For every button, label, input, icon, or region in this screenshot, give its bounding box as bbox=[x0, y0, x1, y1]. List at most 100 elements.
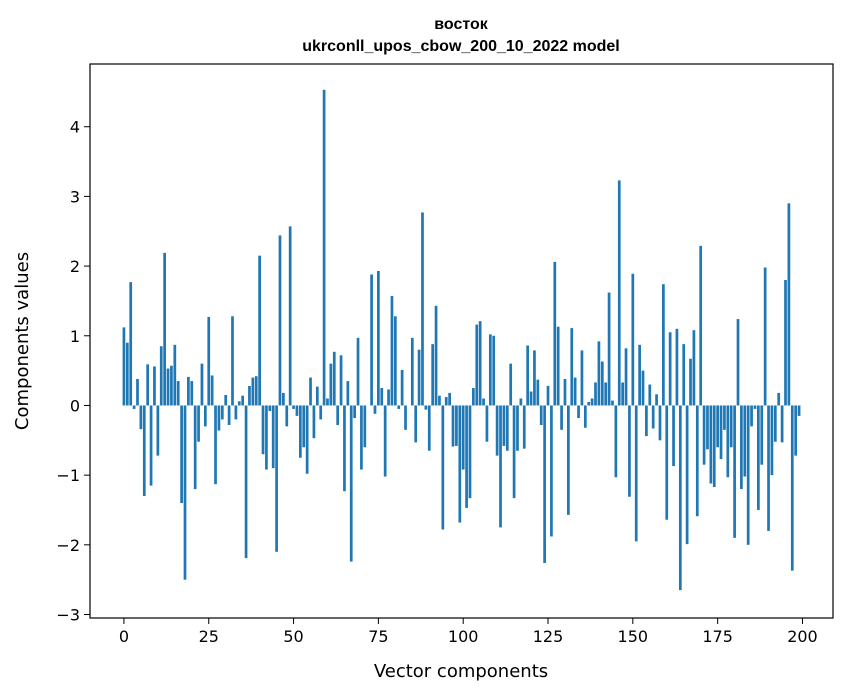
bar bbox=[417, 349, 421, 406]
bar bbox=[678, 405, 682, 591]
bar bbox=[617, 180, 621, 406]
bar bbox=[516, 405, 519, 451]
x-axis-label: Vector components bbox=[374, 661, 548, 682]
bar bbox=[695, 405, 699, 517]
bar bbox=[716, 405, 719, 448]
bar bbox=[231, 316, 234, 406]
x-tick-label: 100 bbox=[448, 627, 479, 646]
bar bbox=[563, 378, 567, 406]
bar bbox=[166, 368, 170, 406]
bar bbox=[339, 355, 343, 406]
y-tick-label: −3 bbox=[56, 606, 80, 625]
chart-subtitle: ukrconll_upos_cbow_200_10_2022 model bbox=[302, 38, 619, 55]
y-tick-label: 2 bbox=[70, 257, 80, 276]
bar bbox=[268, 405, 272, 412]
bar bbox=[349, 405, 353, 562]
bar bbox=[271, 405, 275, 469]
bar bbox=[472, 388, 475, 406]
bar bbox=[203, 405, 207, 427]
bar bbox=[614, 405, 618, 478]
bar bbox=[278, 235, 282, 406]
bar bbox=[390, 296, 394, 406]
x-tick-label: 125 bbox=[533, 627, 564, 646]
bar bbox=[438, 395, 441, 406]
bar bbox=[777, 392, 781, 406]
bar bbox=[594, 382, 597, 406]
bar bbox=[363, 405, 367, 448]
bar bbox=[668, 332, 672, 406]
bar bbox=[607, 292, 611, 406]
bar bbox=[675, 328, 679, 406]
bar bbox=[217, 405, 221, 431]
bar bbox=[200, 363, 204, 406]
bar bbox=[360, 405, 363, 470]
bar bbox=[125, 342, 129, 406]
bar bbox=[512, 405, 516, 499]
bar bbox=[753, 405, 757, 409]
bar bbox=[692, 330, 696, 406]
bar bbox=[214, 405, 217, 485]
bar bbox=[587, 401, 591, 406]
bar bbox=[580, 350, 584, 406]
bar bbox=[546, 385, 550, 406]
bar bbox=[163, 252, 166, 406]
bar bbox=[441, 405, 445, 530]
bar bbox=[529, 391, 533, 406]
bar bbox=[132, 405, 136, 409]
bar bbox=[404, 405, 407, 430]
bar bbox=[380, 388, 384, 406]
plot-frame bbox=[89, 63, 834, 619]
bar bbox=[750, 405, 753, 427]
y-axis-label: Components values bbox=[12, 252, 33, 430]
bar bbox=[224, 395, 228, 406]
bar bbox=[482, 398, 485, 406]
bar bbox=[604, 382, 608, 406]
x-tick-label: 150 bbox=[618, 627, 649, 646]
bar bbox=[170, 365, 173, 406]
bar bbox=[461, 405, 465, 470]
bar bbox=[149, 405, 153, 486]
bar bbox=[773, 405, 777, 442]
bar bbox=[234, 405, 238, 420]
bar bbox=[641, 370, 645, 406]
bar bbox=[451, 405, 455, 447]
bar bbox=[427, 405, 431, 451]
bar bbox=[536, 379, 540, 406]
bar bbox=[519, 398, 523, 406]
bar bbox=[400, 369, 404, 406]
bar bbox=[336, 405, 340, 425]
bar bbox=[434, 305, 438, 406]
bar bbox=[702, 405, 706, 465]
bar bbox=[767, 405, 770, 531]
bar bbox=[265, 405, 268, 470]
bar bbox=[526, 345, 530, 406]
bar bbox=[790, 405, 794, 571]
bar bbox=[570, 328, 574, 406]
bar bbox=[298, 405, 302, 458]
bar bbox=[492, 335, 496, 406]
bar bbox=[288, 226, 292, 406]
bar bbox=[723, 405, 726, 430]
bar bbox=[794, 405, 798, 456]
bar bbox=[220, 405, 224, 420]
bar bbox=[136, 378, 139, 406]
bar bbox=[699, 245, 703, 406]
x-tick-label: 0 bbox=[119, 627, 129, 646]
bar bbox=[509, 363, 513, 406]
bar bbox=[176, 381, 180, 406]
bar bbox=[478, 321, 482, 406]
bar bbox=[237, 401, 241, 406]
bar bbox=[502, 405, 506, 446]
bar bbox=[312, 405, 316, 439]
x-tick-label: 200 bbox=[787, 627, 818, 646]
bar bbox=[146, 364, 150, 406]
bar bbox=[567, 405, 570, 515]
bar bbox=[343, 405, 346, 492]
bar bbox=[207, 316, 211, 406]
bar bbox=[258, 255, 261, 406]
bar bbox=[254, 376, 258, 406]
bar bbox=[122, 327, 126, 406]
bar bbox=[658, 405, 662, 441]
bar bbox=[787, 203, 791, 406]
